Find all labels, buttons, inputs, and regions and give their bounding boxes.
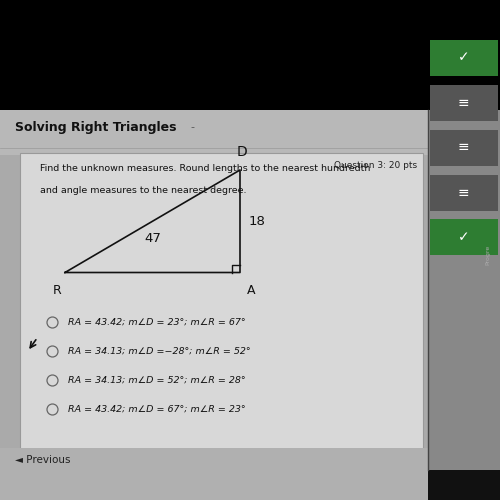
Bar xyxy=(0,448,428,500)
FancyBboxPatch shape xyxy=(20,152,422,458)
Text: 18: 18 xyxy=(249,215,266,228)
Text: ✓: ✓ xyxy=(458,230,469,244)
Text: ✓: ✓ xyxy=(458,50,469,64)
Text: Progre: Progre xyxy=(485,245,490,265)
Text: Find the unknown measures. Round lengths to the nearest hundredth: Find the unknown measures. Round lengths… xyxy=(40,164,370,172)
Text: RA = 43.42; m∠D = 67°; m∠R = 23°: RA = 43.42; m∠D = 67°; m∠R = 23° xyxy=(68,405,245,414)
Bar xyxy=(430,220,498,256)
Text: ≡: ≡ xyxy=(458,140,469,154)
Text: RA = 34.13; m∠D = 52°; m∠R = 28°: RA = 34.13; m∠D = 52°; m∠R = 28° xyxy=(68,376,245,385)
Text: R: R xyxy=(53,284,62,296)
Text: -: - xyxy=(190,122,194,132)
Text: ◄ Previous: ◄ Previous xyxy=(15,455,70,465)
Text: RA = 34.13; m∠D =−28°; m∠R = 52°: RA = 34.13; m∠D =−28°; m∠R = 52° xyxy=(68,347,250,356)
Bar xyxy=(428,110,500,470)
Bar xyxy=(0,110,428,155)
Bar xyxy=(0,470,500,500)
Text: Question 3: 20 pts: Question 3: 20 pts xyxy=(334,161,417,170)
Text: ≡: ≡ xyxy=(458,96,469,110)
Text: 47: 47 xyxy=(144,232,161,245)
Bar xyxy=(430,174,498,210)
Text: RA = 43.42; m∠D = 23°; m∠R = 67°: RA = 43.42; m∠D = 23°; m∠R = 67° xyxy=(68,318,245,327)
Text: ≡: ≡ xyxy=(458,186,469,200)
Bar xyxy=(0,110,500,470)
Text: and angle measures to the nearest degree.: and angle measures to the nearest degree… xyxy=(40,186,246,195)
Bar xyxy=(430,84,498,120)
Bar xyxy=(430,40,498,76)
Text: A: A xyxy=(247,284,256,296)
Text: D: D xyxy=(237,145,248,159)
Text: Solving Right Triangles: Solving Right Triangles xyxy=(15,120,176,134)
Bar xyxy=(430,130,498,166)
Bar xyxy=(0,0,500,110)
